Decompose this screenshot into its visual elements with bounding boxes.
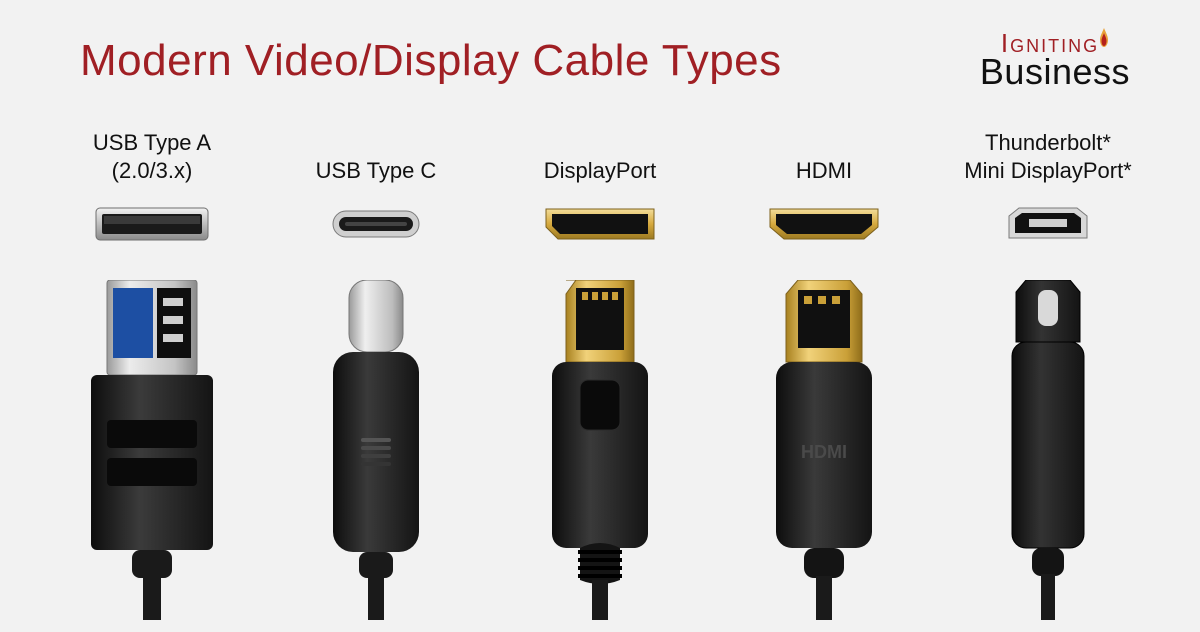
label-line: USB Type C xyxy=(316,157,437,185)
port-displayport xyxy=(540,194,660,254)
cable-col-usb-c: USB Type C xyxy=(276,120,476,632)
plug-mini-dp xyxy=(988,280,1108,632)
port-mini-dp xyxy=(1005,194,1091,254)
label-line: USB Type A xyxy=(93,129,211,157)
cable-label-hdmi: HDMI xyxy=(796,120,852,184)
plug-usb-c xyxy=(311,280,441,632)
flame-icon xyxy=(1099,28,1109,48)
cable-label-usb-a: USB Type A (2.0/3.x) xyxy=(93,120,211,184)
plug-usb-a xyxy=(77,280,227,632)
label-line: (2.0/3.x) xyxy=(93,157,211,185)
label-line: Thunderbolt* xyxy=(964,129,1132,157)
cable-col-usb-a: USB Type A (2.0/3.x) xyxy=(52,120,252,632)
port-hdmi xyxy=(764,194,884,254)
cable-label-mini-dp: Thunderbolt* Mini DisplayPort* xyxy=(964,120,1132,184)
infographic-root: Modern Video/Display Cable Types Ignitin… xyxy=(0,0,1200,632)
plug-hdmi: HDMI xyxy=(754,280,894,632)
brand-logo: Igniting Business xyxy=(980,30,1130,90)
cable-col-displayport: DisplayPort xyxy=(500,120,700,632)
plug-displayport xyxy=(530,280,670,632)
page-title: Modern Video/Display Cable Types xyxy=(80,36,782,86)
hdmi-plug-text: HDMI xyxy=(801,442,847,462)
label-line: Mini DisplayPort* xyxy=(964,157,1132,185)
port-usb-c xyxy=(331,194,421,254)
cable-label-usb-c: USB Type C xyxy=(316,120,437,184)
cable-label-displayport: DisplayPort xyxy=(544,120,656,184)
logo-line-2: Business xyxy=(980,54,1130,90)
port-usb-a xyxy=(92,194,212,254)
label-line: DisplayPort xyxy=(544,157,656,185)
cable-row: USB Type A (2.0/3.x) xyxy=(0,120,1200,632)
label-line: HDMI xyxy=(796,157,852,185)
cable-col-hdmi: HDMI xyxy=(724,120,924,632)
cable-col-mini-dp: Thunderbolt* Mini DisplayPort* xyxy=(948,120,1148,632)
